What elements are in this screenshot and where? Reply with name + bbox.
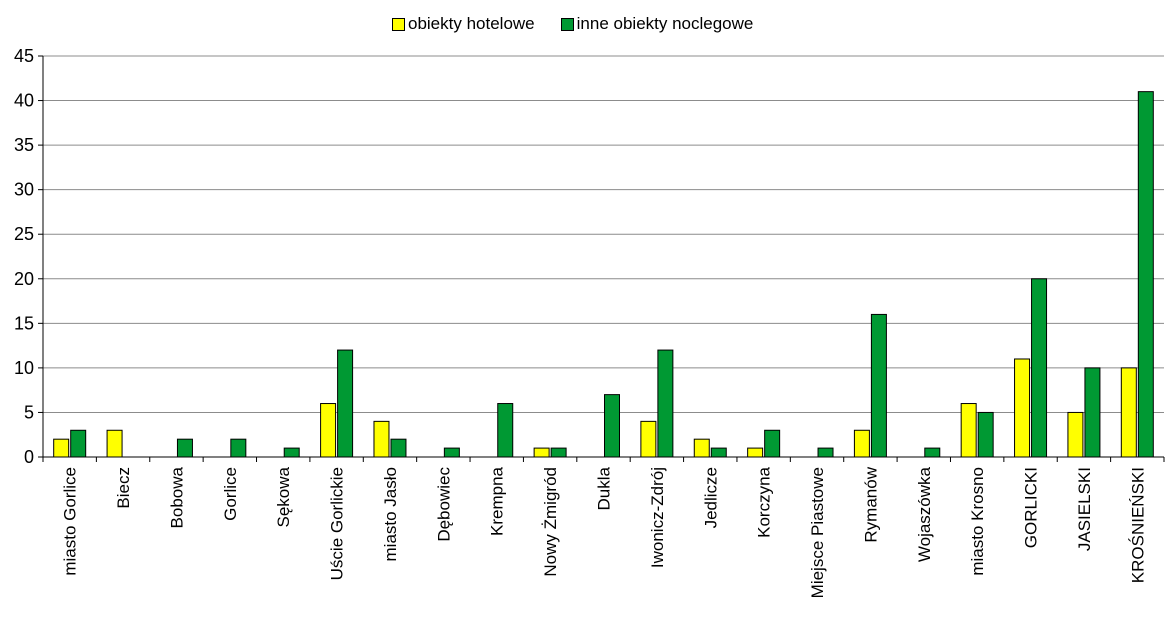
bar-hotel bbox=[960, 403, 977, 458]
y-tick-label: 15 bbox=[14, 313, 34, 333]
bar-other bbox=[497, 403, 514, 458]
bar-other bbox=[710, 447, 727, 458]
x-tick-label: Uście Gorlickie bbox=[328, 467, 347, 580]
bar-other bbox=[283, 447, 300, 458]
bar-hotel bbox=[1120, 367, 1137, 458]
x-tick-label: Krempna bbox=[488, 466, 507, 536]
bar-other bbox=[604, 394, 620, 458]
y-tick-label: 5 bbox=[24, 402, 34, 422]
x-tick-label: Iwonicz-Zdrój bbox=[648, 467, 667, 568]
bar-hotel bbox=[747, 447, 764, 458]
x-tick-label: Rymanów bbox=[861, 466, 880, 542]
bar-other bbox=[230, 438, 247, 458]
legend-swatch-hotel bbox=[392, 17, 405, 31]
x-tick-label: miasto Jasło bbox=[381, 467, 400, 561]
bar-other bbox=[924, 447, 941, 458]
bar-other bbox=[70, 429, 87, 458]
y-tick-label: 10 bbox=[14, 358, 34, 378]
bar-other bbox=[1031, 278, 1048, 458]
x-tick-label: Dukla bbox=[595, 466, 614, 510]
bar-hotel bbox=[640, 420, 657, 458]
bar-hotel bbox=[533, 447, 550, 458]
x-tick-label: Jedlicze bbox=[701, 467, 720, 528]
x-tick-label: GORLICKI bbox=[1022, 467, 1041, 548]
y-tick-label: 30 bbox=[14, 180, 34, 200]
bar-hotel bbox=[853, 429, 870, 458]
x-tick-label: Nowy Żmigród bbox=[541, 467, 560, 577]
bar-hotel bbox=[53, 438, 70, 458]
bar-hotel bbox=[106, 429, 123, 458]
y-tick-label: 20 bbox=[14, 269, 34, 289]
bar-hotel bbox=[1014, 358, 1031, 458]
x-tick-label: Biecz bbox=[114, 467, 133, 509]
x-tick-label: miasto Krosno bbox=[968, 467, 987, 576]
x-tick-label: Dębowiec bbox=[434, 467, 453, 542]
bar-other bbox=[817, 447, 834, 458]
bar-hotel bbox=[320, 403, 337, 458]
bar-other bbox=[390, 438, 407, 458]
bar-hotel bbox=[373, 420, 390, 458]
legend-item-other: inne obiekty noclegowe bbox=[560, 14, 754, 34]
x-tick-label: JASIELSKI bbox=[1075, 467, 1094, 551]
y-tick-label: 40 bbox=[14, 91, 34, 111]
x-tick-label: KROŚNIEŃSKI bbox=[1128, 467, 1147, 583]
x-tick-label: miasto Gorlice bbox=[61, 467, 80, 576]
bar-hotel bbox=[693, 438, 710, 458]
y-tick-label: 45 bbox=[14, 46, 34, 66]
legend-item-hotel: obiekty hotelowe bbox=[392, 14, 535, 34]
x-tick-label: Miejsce Piastowe bbox=[808, 467, 827, 598]
y-tick-label: 0 bbox=[24, 447, 34, 467]
bar-other bbox=[1084, 367, 1101, 458]
bar-other bbox=[550, 447, 567, 458]
bar-other bbox=[1137, 91, 1154, 458]
bar-other bbox=[870, 313, 887, 458]
bar-other bbox=[764, 429, 781, 458]
bar-other bbox=[657, 349, 674, 458]
y-tick-label: 25 bbox=[14, 224, 34, 244]
y-tick-label: 35 bbox=[14, 135, 34, 155]
bar-other bbox=[443, 447, 460, 458]
bar-other bbox=[977, 411, 994, 458]
x-tick-label: Sękowa bbox=[274, 466, 293, 527]
legend-label-other: inne obiekty noclegowe bbox=[576, 14, 754, 33]
bar-other bbox=[337, 349, 354, 458]
legend-swatch-other bbox=[560, 17, 574, 31]
x-tick-label: Bobowa bbox=[167, 466, 186, 528]
bar-hotel bbox=[1067, 411, 1084, 458]
bar-other bbox=[176, 438, 193, 458]
x-tick-label: Wojaszówka bbox=[915, 466, 934, 562]
x-tick-label: Korczyna bbox=[755, 466, 774, 537]
x-tick-label: Gorlice bbox=[221, 467, 240, 521]
legend: obiekty hotelowe inne obiekty noclegowe bbox=[392, 14, 779, 34]
legend-label-hotel: obiekty hotelowe bbox=[408, 14, 535, 33]
